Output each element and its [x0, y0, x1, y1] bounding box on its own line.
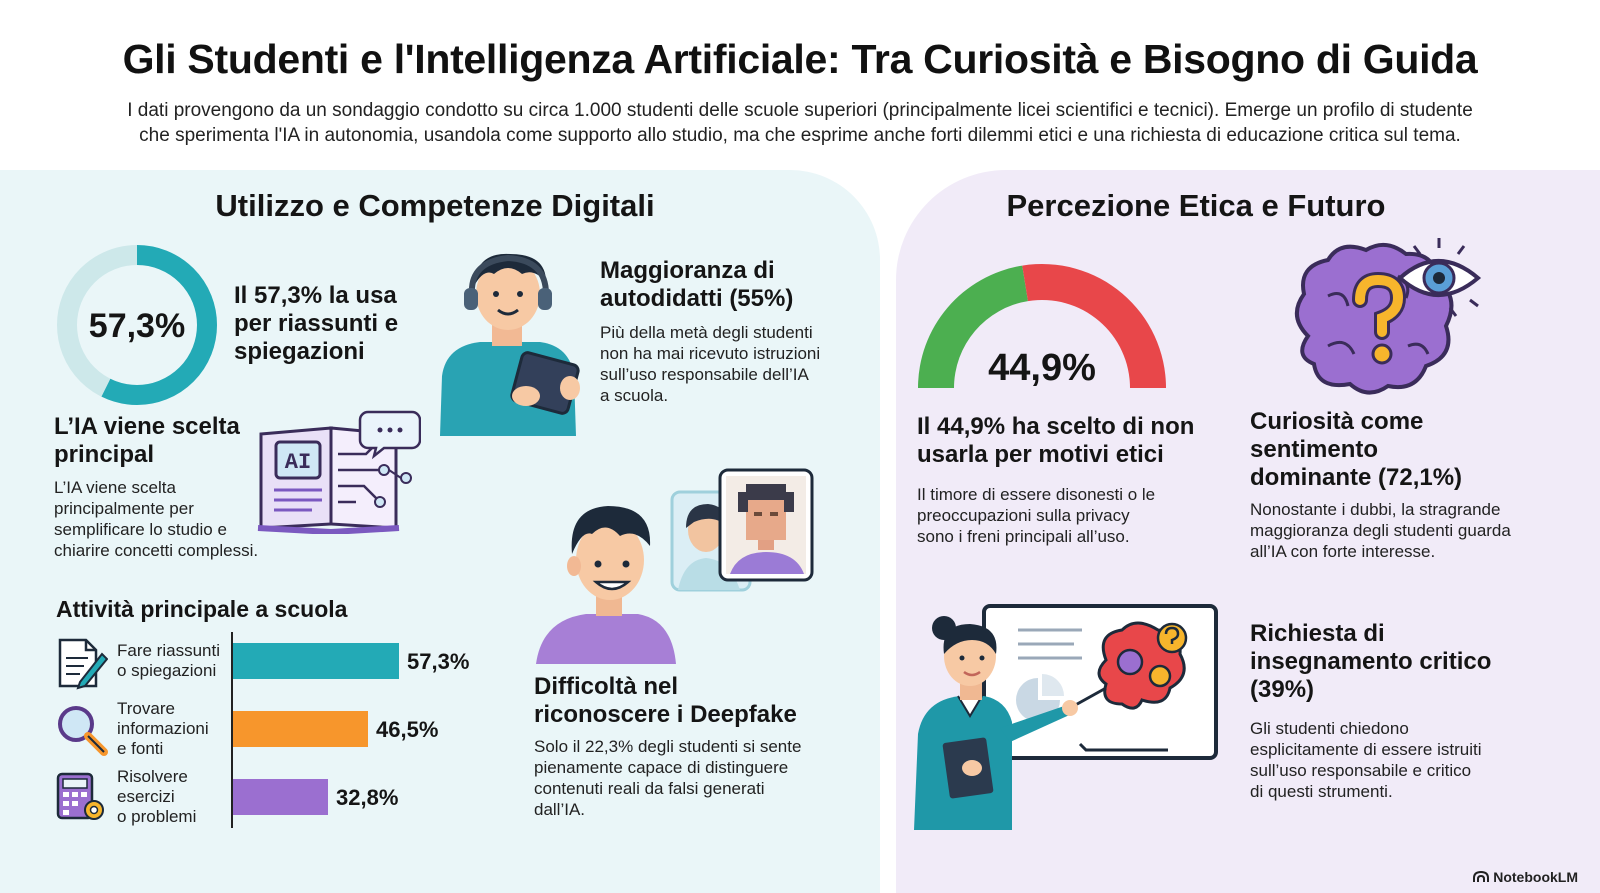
text-line: informazioni	[117, 719, 209, 738]
text-line: riconoscere i Deepfake	[534, 701, 797, 728]
gauge-value-label: 44,9%	[988, 347, 1096, 389]
autodidact-title: Maggioranza di autodidatti (55%)	[600, 257, 860, 313]
chart-axis-line	[231, 632, 233, 828]
section-title-ethics: Percezione Etica e Futuro	[1006, 188, 1386, 223]
autodidact-text: Più della metà degli studenti non ha mai…	[600, 322, 860, 406]
gauge-segment-green	[918, 265, 1028, 388]
document-pen-icon	[58, 638, 108, 690]
text-line: principal	[54, 441, 155, 468]
text-line: sull’uso responsabile dell’IA	[600, 365, 809, 384]
deepfake-illustration	[536, 468, 814, 664]
teaching-text: Gli studenti chiedono esplicitamente di …	[1250, 718, 1570, 802]
calculator-gear-icon	[56, 772, 104, 820]
text-line: pienamente capace di distinguere	[534, 758, 789, 777]
teacher-whiteboard-illustration	[914, 604, 1218, 830]
deepfake-title: Difficoltà nel riconoscere i Deepfake	[534, 673, 854, 729]
notebooklm-logo-icon	[1473, 871, 1490, 882]
donut-caption: Il 57,3% la usa per riassunti e spiegazi…	[234, 282, 434, 366]
text-line: Il 57,3% la usa	[234, 282, 397, 309]
bar-category-label: Risolvere esercizi o problemi	[117, 767, 196, 827]
bar-value-label: 46,5%	[376, 717, 439, 742]
magnifier-icon	[58, 706, 108, 756]
subtitle-line: I dati provengono da un sondaggio condot…	[127, 100, 1473, 121]
bar-fare-riassunti	[233, 643, 399, 679]
text-line: Gli studenti chiedono	[1250, 719, 1409, 738]
text-line: Richiesta di	[1250, 620, 1385, 647]
text-line: o problemi	[117, 807, 197, 826]
text-line: esercizi	[117, 787, 175, 806]
bar-value-label: 57,3%	[407, 649, 470, 674]
text-line: sono i freni principali all’uso.	[917, 527, 1130, 546]
text-line: Il 44,9% ha scelto di non	[917, 413, 1195, 440]
ethics-title: Il 44,9% ha scelto di non usarla per mot…	[917, 413, 1237, 469]
text-line: L’IA viene scelta	[54, 478, 176, 497]
text-line: esplicitamente di essere istruiti	[1250, 740, 1482, 759]
text-line: insegnamento critico	[1250, 648, 1492, 675]
donut-chart: 57,3%	[57, 245, 217, 405]
page-subtitle: I dati provengono da un sondaggio condot…	[50, 98, 1550, 148]
teaching-title: Richiesta di insegnamento critico (39%)	[1250, 620, 1570, 704]
text-line: usarla per motivi etici	[917, 441, 1164, 468]
section-title-usage: Utilizzo e Competenze Digitali	[215, 188, 655, 223]
student-tablet-illustration	[440, 253, 580, 436]
text-line: a scuola.	[600, 386, 669, 405]
donut-value-arc	[57, 245, 217, 405]
text-line: per riassunti e	[234, 310, 399, 337]
brand-name: NotebookLM	[1493, 869, 1578, 885]
text-line: Il timore di essere disonesti o le	[917, 485, 1156, 504]
ai-book-label: AI	[285, 450, 311, 475]
text-line: principalmente per	[54, 499, 194, 518]
text-line: Fare riassunti	[117, 641, 220, 660]
text-line: contenuti reali da falsi generati	[534, 779, 765, 798]
brand-watermark: NotebookLM	[1473, 869, 1578, 885]
text-line: sull’uso responsabile e critico	[1250, 761, 1472, 780]
text-line: Più della metà degli studenti	[600, 323, 813, 342]
text-line: Difficoltà nel	[534, 673, 679, 700]
text-line: Solo il 22,3% degli studenti si sente	[534, 737, 802, 756]
bar-category-label: Trovare informazioni e fonti	[117, 699, 209, 759]
curiosity-text: Nonostante i dubbi, la stragrande maggio…	[1250, 499, 1570, 562]
ethics-text: Il timore di essere disonesti o le preoc…	[917, 484, 1217, 547]
subtitle-line: che sperimenta l'IA in autonomia, usando…	[139, 125, 1461, 146]
bar-trovare-informazioni	[233, 711, 368, 747]
gauge-chart: 44,9%	[918, 264, 1166, 389]
text-line: all’IA con forte interesse.	[1250, 542, 1436, 561]
text-line: spiegazioni	[234, 338, 365, 365]
text-line: sentimento	[1250, 436, 1379, 463]
text-line: maggioranza degli studenti guarda	[1250, 521, 1511, 540]
text-line: dominante (72,1%)	[1250, 464, 1463, 491]
text-line: Maggioranza di	[600, 257, 775, 284]
chart-title: Attività principale a scuola	[56, 596, 348, 622]
text-line: preoccupazioni sulla privacy	[917, 506, 1130, 525]
ia-choice-title: L’IA viene scelta principal	[54, 413, 294, 469]
text-line: Nonostante i dubbi, la stragrande	[1250, 500, 1501, 519]
bar-value-label: 32,8%	[336, 785, 399, 810]
text-line: autodidatti (55%)	[600, 285, 794, 312]
bar-category-label: Fare riassunti o spiegazioni	[117, 641, 220, 681]
text-line: dall’IA.	[534, 800, 586, 819]
text-line: (39%)	[1250, 676, 1315, 703]
text-line: L’IA viene scelta	[54, 413, 240, 440]
text-line: Trovare	[117, 699, 175, 718]
text-line: o spiegazioni	[117, 661, 217, 680]
text-line: semplificare lo studio e	[54, 520, 227, 539]
brain-eye-icon	[1295, 238, 1482, 395]
curiosity-title: Curiosità come sentimento dominante (72,…	[1250, 408, 1550, 492]
ai-book-icon: AI	[257, 410, 421, 534]
deepfake-text: Solo il 22,3% degli studenti si sente pi…	[534, 736, 854, 820]
text-line: chiarire concetti complessi.	[54, 541, 259, 560]
text-line: di questi strumenti.	[1250, 782, 1393, 801]
donut-value-label: 57,3%	[89, 307, 185, 345]
text-line: Risolvere	[117, 767, 188, 786]
text-line: non ha mai ricevuto istruzioni	[600, 344, 821, 363]
page-title: Gli Studenti e l'Intelligenza Artificial…	[122, 36, 1478, 82]
ia-choice-text: L’IA viene scelta principalmente per sem…	[54, 477, 314, 561]
text-line: e fonti	[117, 739, 164, 758]
bar-risolvere-esercizi	[233, 779, 328, 815]
text-line: Curiosità come	[1250, 408, 1424, 435]
gauge-segment-red	[1022, 264, 1166, 388]
